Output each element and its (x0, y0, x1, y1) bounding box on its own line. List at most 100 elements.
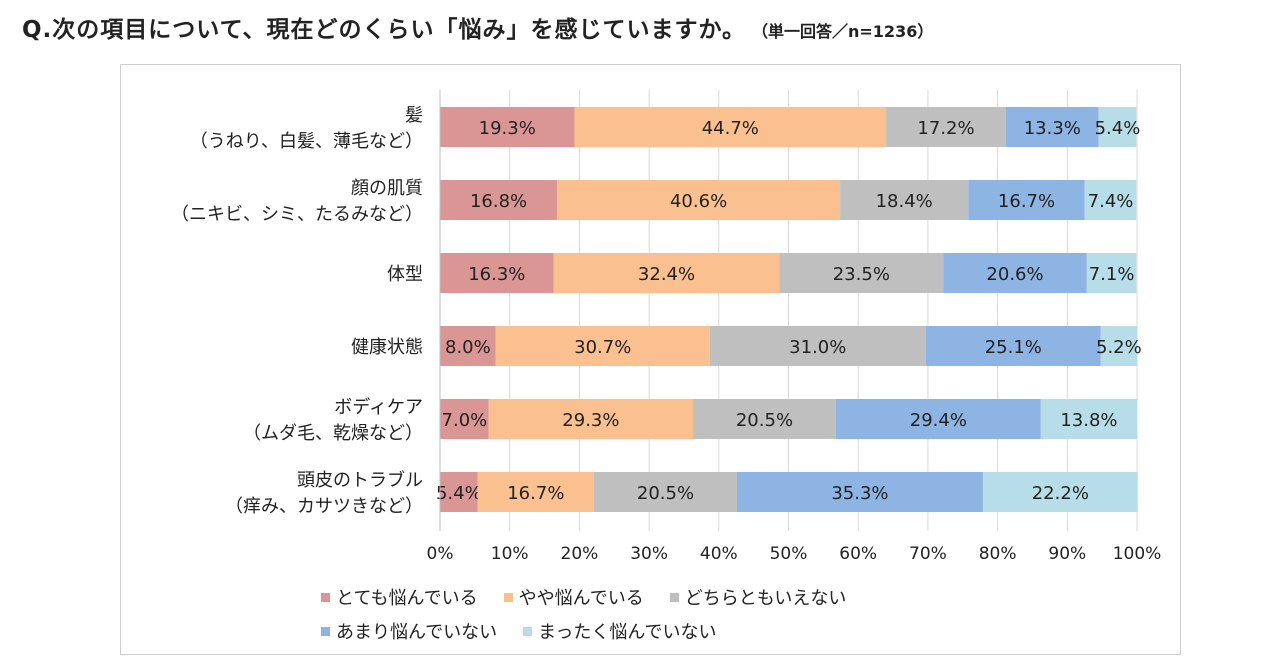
bar-segment (709, 326, 926, 366)
data-label: 20.5% (736, 410, 793, 431)
legend-label: とても悩んでいる (336, 588, 478, 609)
data-label: 19.3% (479, 118, 536, 139)
category-label: 健康状態 (351, 337, 423, 358)
data-label: 16.7% (998, 191, 1055, 212)
bar-segment (1100, 326, 1137, 366)
bar-segment (495, 326, 710, 366)
bar-segment (440, 399, 489, 439)
bar-segment (553, 253, 780, 293)
bar-segment (1098, 107, 1137, 147)
category-label: ボディケア (334, 397, 423, 418)
x-tick-label: 70% (909, 544, 947, 564)
category-label: （ムダ毛、乾燥など） (243, 423, 423, 444)
legend-row-1: とても悩んでいる やや悩んでいる どちらともいえない (321, 580, 1081, 614)
bar-segment (693, 399, 836, 439)
category-label: （痒み、カサツきなど） (225, 496, 423, 517)
legend-label: どちらともいえない (684, 588, 847, 609)
bar-segment (925, 326, 1101, 366)
legend-item: まったく悩んでいない (523, 618, 717, 644)
x-tick-label: 50% (770, 544, 808, 564)
data-label: 20.5% (637, 483, 694, 504)
bar-segment (982, 472, 1138, 512)
bar-segment (557, 180, 841, 220)
x-tick-label: 40% (700, 544, 738, 564)
bar-segment (886, 107, 1006, 147)
stacked-bar-chart: 19.3% 44.7% 17.2% 13.3% 5.4% 髪 （うねり、白髪、薄毛など） 16… (171, 90, 1161, 564)
bar-segment (840, 180, 969, 220)
data-label: 18.4% (876, 191, 933, 212)
legend-swatch (523, 626, 533, 636)
data-label: 30.7% (574, 337, 631, 358)
question-sample-note: （単一回答／n=1236） (752, 22, 934, 41)
bar-segment (943, 253, 1087, 293)
bar-segment (1086, 253, 1137, 293)
data-label: 23.5% (833, 264, 890, 285)
question-text: Q.次の項目について、現在どのくらい「悩み」を感じていますか。 (22, 17, 746, 43)
data-label: 32.4% (638, 264, 695, 285)
bar-segment (488, 399, 694, 439)
legend-swatch (669, 592, 679, 602)
x-tick-label: 90% (1048, 544, 1086, 564)
legend-item: どちらともいえない (669, 584, 847, 610)
legend-row-2: あまり悩んでいない まったく悩んでいない (321, 614, 1081, 648)
data-label: 20.6% (986, 264, 1043, 285)
bar-segment (835, 399, 1041, 439)
data-label: 7.1% (1089, 264, 1135, 285)
legend-label: まったく悩んでいない (538, 622, 717, 643)
category-label: （うねり、白髪、薄毛など） (190, 130, 423, 152)
data-label: 44.7% (702, 118, 759, 139)
legend-item: とても悩んでいる (321, 584, 478, 610)
legend-label: あまり悩んでいない (336, 622, 498, 643)
legend-item: やや悩んでいる (503, 584, 644, 610)
x-tick-label: 20% (561, 544, 599, 564)
bar-segment (968, 180, 1085, 220)
bar-segment (736, 472, 983, 512)
bar-segment (440, 472, 478, 512)
bar-segment (477, 472, 595, 512)
category-label: （ニキビ、シミ、たるみなど） (171, 204, 423, 225)
data-label: 8.0% (445, 337, 491, 358)
x-tick-label: 30% (630, 544, 668, 564)
bar-segment (440, 107, 575, 147)
question-heading: Q.次の項目について、現在どのくらい「悩み」を感じていますか。 （単一回答／n=… (22, 10, 933, 50)
data-label: 35.3% (831, 483, 888, 504)
data-label: 29.3% (562, 410, 619, 431)
data-label: 16.7% (507, 483, 564, 504)
bar-segment (779, 253, 944, 293)
data-label: 5.4% (436, 483, 482, 504)
data-label: 5.4% (1095, 118, 1141, 139)
data-label: 16.8% (470, 191, 527, 212)
bar-segment (574, 107, 887, 147)
data-label: 29.4% (910, 410, 967, 431)
data-label: 7.0% (442, 410, 488, 431)
bar-segment (440, 180, 558, 220)
data-label: 7.4% (1088, 191, 1134, 212)
chart-panel: 19.3% 44.7% 17.2% 13.3% 5.4% 髪 （うねり、白髪、薄毛など） 16… (120, 64, 1181, 655)
legend-swatch (503, 592, 513, 602)
category-label: 顔の肌質 (351, 178, 423, 199)
chart-legend: とても悩んでいる やや悩んでいる どちらともいえない あまり悩んでいない まったく悩ん… (321, 580, 1081, 648)
category-label: 髪 (405, 104, 423, 126)
data-label: 16.3% (468, 264, 525, 285)
bar-segment (440, 326, 496, 366)
legend-label: やや悩んでいる (518, 588, 644, 609)
data-label: 13.8% (1060, 410, 1117, 431)
data-label: 22.2% (1032, 483, 1089, 504)
bar-segment (1005, 107, 1099, 147)
x-tick-label: 10% (491, 544, 529, 564)
legend-swatch (321, 626, 330, 636)
category-label: 頭皮のトラブル (297, 469, 423, 491)
legend-swatch (321, 592, 330, 602)
data-label: 13.3% (1024, 118, 1081, 139)
bar-segment (1040, 399, 1137, 439)
bar-segment (440, 253, 554, 293)
bar-segment (1084, 180, 1137, 220)
data-label: 25.1% (985, 337, 1042, 358)
x-tick-label: 80% (979, 544, 1017, 564)
data-label: 17.2% (917, 118, 974, 139)
data-label: 5.2% (1096, 337, 1142, 358)
x-tick-label: 60% (839, 544, 877, 564)
category-label: 体型 (387, 264, 423, 285)
x-tick-label: 0% (427, 544, 454, 564)
data-label: 31.0% (789, 337, 846, 358)
